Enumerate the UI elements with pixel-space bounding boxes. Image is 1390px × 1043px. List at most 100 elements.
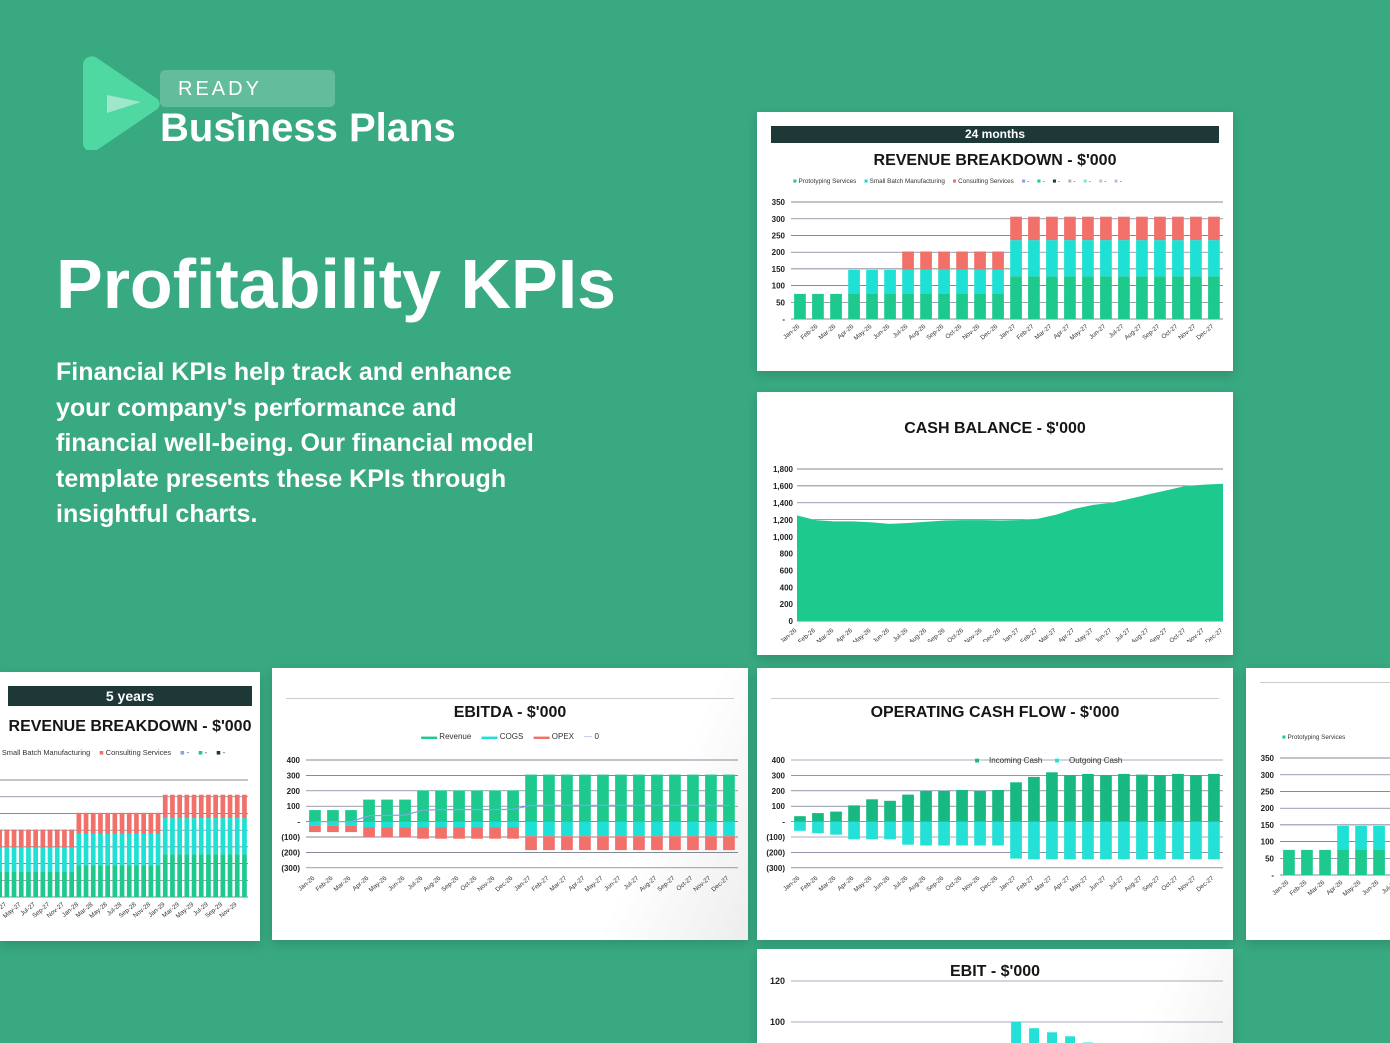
- svg-text:-: -: [782, 818, 785, 827]
- svg-text:Jun-26: Jun-26: [387, 875, 407, 893]
- svg-text:Sep-26: Sep-26: [440, 875, 460, 894]
- svg-text:Aug-27: Aug-27: [1123, 875, 1143, 894]
- svg-text:(100): (100): [766, 833, 785, 842]
- svg-text:Dec-27: Dec-27: [1195, 323, 1215, 342]
- svg-text:Nov-27: Nov-27: [692, 875, 712, 894]
- svg-text:1,800: 1,800: [773, 465, 794, 474]
- svg-text:Oct-26: Oct-26: [944, 875, 963, 893]
- svg-text:Mar-27: Mar-27: [1034, 875, 1054, 894]
- svg-text:May-27: May-27: [1074, 627, 1095, 642]
- svg-text:-: -: [297, 818, 300, 827]
- svg-text:Aug-26: Aug-26: [422, 875, 442, 894]
- svg-text:-: -: [1271, 871, 1274, 880]
- svg-text:Jan-26: Jan-26: [782, 323, 802, 341]
- svg-text:May-26: May-26: [853, 323, 874, 342]
- svg-text:200: 200: [1261, 804, 1275, 813]
- svg-text:Jan-27: Jan-27: [1001, 627, 1021, 642]
- svg-text:Jul-26: Jul-26: [1381, 879, 1390, 896]
- svg-text:50: 50: [1265, 854, 1274, 863]
- svg-text:Dec-27: Dec-27: [1204, 627, 1224, 642]
- svg-text:Feb-27: Feb-27: [531, 875, 551, 894]
- svg-text:Aug-27: Aug-27: [1123, 323, 1143, 342]
- svg-text:Dec-27: Dec-27: [710, 875, 730, 894]
- svg-text:Dec-26: Dec-26: [982, 627, 1002, 642]
- svg-text:Mar-26: Mar-26: [1307, 879, 1327, 898]
- svg-text:Jun-27: Jun-27: [1094, 627, 1114, 642]
- svg-text:800: 800: [780, 550, 794, 559]
- svg-text:Nov-26: Nov-26: [961, 875, 981, 894]
- svg-text:Sep-26: Sep-26: [925, 875, 945, 894]
- svg-text:Oct-26: Oct-26: [946, 627, 965, 642]
- svg-text:May-27: May-27: [1069, 323, 1090, 342]
- svg-text:Feb-26: Feb-26: [1289, 879, 1309, 898]
- svg-text:Jan-27: Jan-27: [998, 875, 1018, 893]
- svg-text:Incoming Cash: Incoming Cash: [989, 756, 1042, 765]
- svg-text:1,200: 1,200: [773, 516, 794, 525]
- svg-text:100: 100: [772, 802, 786, 811]
- svg-text:300: 300: [772, 215, 786, 224]
- svg-text:100: 100: [1261, 838, 1275, 847]
- svg-text:Jun-27: Jun-27: [1088, 323, 1108, 341]
- svg-text:Feb-27: Feb-27: [1019, 627, 1039, 642]
- svg-text:150: 150: [772, 265, 786, 274]
- svg-text:150: 150: [1261, 821, 1275, 830]
- svg-text:Mar-26: Mar-26: [818, 875, 838, 894]
- svg-text:Oct-27: Oct-27: [1168, 627, 1187, 642]
- svg-text:200: 200: [287, 787, 301, 796]
- svg-text:250: 250: [772, 232, 786, 241]
- svg-text:Jun-27: Jun-27: [603, 875, 623, 893]
- svg-text:Oct-27: Oct-27: [675, 875, 694, 893]
- svg-text:■: ■: [975, 756, 980, 765]
- svg-text:Jan-27: Jan-27: [513, 875, 533, 893]
- svg-text:250: 250: [1261, 788, 1275, 797]
- svg-text:Apr-26: Apr-26: [835, 627, 854, 642]
- svg-text:Jan-27: Jan-27: [998, 323, 1018, 341]
- svg-text:350: 350: [1261, 754, 1275, 763]
- svg-text:50: 50: [776, 298, 785, 307]
- svg-text:Aug-27: Aug-27: [1130, 627, 1150, 642]
- svg-text:(100): (100): [281, 833, 300, 842]
- svg-text:300: 300: [287, 771, 301, 780]
- svg-text:Sep-27: Sep-27: [1149, 627, 1169, 642]
- svg-text:Outgoing Cash: Outgoing Cash: [1069, 756, 1122, 765]
- svg-text:Jun-27: Jun-27: [1088, 875, 1108, 893]
- svg-text:Sep-27: Sep-27: [1141, 875, 1161, 894]
- svg-text:Jun-26: Jun-26: [872, 875, 892, 893]
- svg-text:Aug-27: Aug-27: [638, 875, 658, 894]
- svg-text:Oct-27: Oct-27: [1160, 323, 1179, 341]
- svg-text:1,600: 1,600: [773, 482, 794, 491]
- svg-text:200: 200: [780, 600, 794, 609]
- svg-text:Nov-27: Nov-27: [1177, 323, 1197, 342]
- svg-text:(300): (300): [766, 864, 785, 873]
- svg-text:Feb-27: Feb-27: [1016, 323, 1036, 342]
- svg-text:Jan-26: Jan-26: [297, 875, 317, 893]
- svg-text:May-26: May-26: [368, 875, 389, 894]
- svg-text:Oct-27: Oct-27: [1160, 875, 1179, 893]
- svg-text:Sep-27: Sep-27: [656, 875, 676, 894]
- svg-text:Jun-26: Jun-26: [1361, 879, 1381, 897]
- svg-text:100: 100: [287, 802, 301, 811]
- svg-text:Jan-26: Jan-26: [1271, 879, 1291, 897]
- svg-text:Apr-27: Apr-27: [1057, 627, 1076, 642]
- svg-text:(300): (300): [281, 864, 300, 873]
- svg-text:Jan-26: Jan-26: [782, 875, 802, 893]
- svg-text:100: 100: [772, 282, 786, 291]
- svg-text:(200): (200): [766, 848, 785, 857]
- svg-text:Sep-27: Sep-27: [1141, 323, 1161, 342]
- svg-text:Jan-26: Jan-26: [779, 627, 799, 642]
- svg-text:■: ■: [1055, 756, 1060, 765]
- svg-text:Mar-27: Mar-27: [1034, 323, 1054, 342]
- svg-text:0: 0: [789, 617, 794, 626]
- svg-text:Aug-26: Aug-26: [907, 875, 927, 894]
- svg-text:Oct-26: Oct-26: [459, 875, 478, 893]
- svg-text:1,000: 1,000: [773, 533, 794, 542]
- svg-text:Feb-26: Feb-26: [800, 323, 820, 342]
- svg-text:May-27: May-27: [584, 875, 605, 894]
- svg-text:600: 600: [780, 566, 794, 575]
- svg-text:Mar-27: Mar-27: [549, 875, 569, 894]
- svg-text:May-26: May-26: [852, 627, 873, 642]
- svg-text:Feb-26: Feb-26: [797, 627, 817, 642]
- svg-text:Feb-26: Feb-26: [315, 875, 335, 894]
- svg-text:300: 300: [1261, 771, 1275, 780]
- svg-text:May-27: May-27: [1069, 875, 1090, 894]
